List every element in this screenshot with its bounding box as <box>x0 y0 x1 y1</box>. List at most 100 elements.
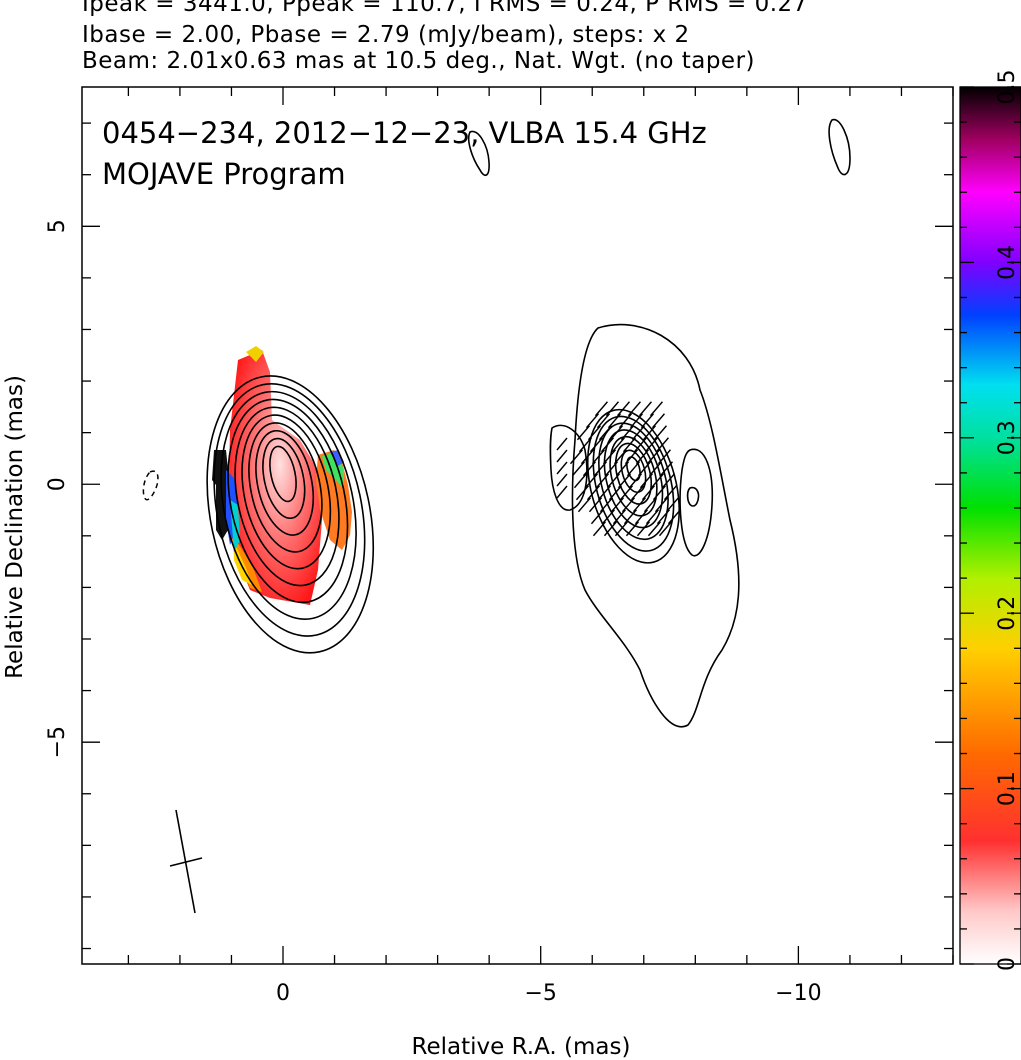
contour-line <box>269 445 297 503</box>
evpa-tick <box>641 485 655 501</box>
colorbar-tick-label: 0.3 <box>995 420 1020 455</box>
contour-line <box>220 390 357 620</box>
evpa-tick <box>604 461 618 477</box>
evpa-tick <box>596 413 610 429</box>
component-inner-lobe <box>549 424 588 511</box>
evpa-tick <box>637 461 651 477</box>
polarization-patch-core-yellow <box>233 540 252 585</box>
evpa-tick <box>644 437 658 453</box>
evpa-tick <box>638 401 652 417</box>
evpa-tick <box>593 461 607 477</box>
contour-line <box>206 375 375 654</box>
evpa-tick <box>582 461 596 477</box>
evpa-tick <box>612 509 626 525</box>
contour-line <box>603 429 664 529</box>
outlying-contour-1 <box>467 130 490 176</box>
evpa-tick <box>587 425 601 441</box>
evpa-tick <box>622 437 636 453</box>
contour-line <box>213 383 366 637</box>
evpa-tick <box>606 473 620 489</box>
evpa-tick <box>623 509 637 525</box>
colorbar-tick-label: 0.5 <box>995 70 1020 105</box>
evpa-tick <box>591 449 605 465</box>
evpa-tick <box>586 485 600 501</box>
evpa-tick <box>649 401 663 417</box>
y-axis-title: Relative Declination (mas) <box>2 375 28 679</box>
colorbar-tick-label: 0.2 <box>995 596 1020 631</box>
evpa-tick <box>631 425 645 441</box>
x-tick-label: −5 <box>524 981 556 1006</box>
evpa-tick <box>556 437 568 451</box>
evpa-tick <box>584 473 598 489</box>
evpa-tick <box>667 509 681 525</box>
evpa-tick <box>599 497 613 513</box>
component-west-lobe <box>679 448 714 557</box>
evpa-tick <box>642 425 656 441</box>
colorbar <box>959 86 1021 965</box>
evpa-tick <box>580 449 594 465</box>
contour-line <box>255 429 315 536</box>
evpa-tick <box>556 449 568 463</box>
evpa-tick <box>624 449 638 465</box>
evpa-tick <box>627 401 641 417</box>
colorbar-tick-labels: 0 0.1 0.2 0.3 0.4 0.5 <box>995 70 1020 972</box>
component-outer-contour <box>571 323 740 728</box>
evpa-tick <box>613 449 627 465</box>
evpa-tick <box>592 521 606 537</box>
evpa-tick <box>601 509 615 525</box>
evpa-tick <box>578 437 592 453</box>
polarization-patch-west-blue <box>330 450 344 466</box>
evpa-tick <box>575 485 589 501</box>
evpa-tick <box>630 485 644 501</box>
evpa-tick <box>602 449 616 465</box>
evpa-tick <box>629 413 643 429</box>
x-axis-title: Relative R.A. (mas) <box>412 1034 631 1060</box>
map-title-line1: 0454−234, 2012−12−23, VLBA 15.4 GHz <box>102 116 707 150</box>
colorbar-ticks <box>960 86 1021 965</box>
evpa-tick <box>663 485 677 501</box>
contour-line <box>227 398 349 604</box>
outlying-contour-2 <box>828 118 851 176</box>
evpa-tick <box>556 461 568 475</box>
evpa-tick <box>573 473 587 489</box>
x-tick-label: 0 <box>276 981 290 1006</box>
x-tick-label: −10 <box>775 981 821 1006</box>
evpa-tick <box>619 485 633 501</box>
contour-line <box>598 422 669 541</box>
evpa-tick <box>607 413 621 429</box>
contour-line <box>614 442 653 505</box>
evpa-tick <box>594 401 608 417</box>
evpa-tick <box>659 461 673 477</box>
evpa-tick <box>621 497 635 513</box>
polarization-patch-core <box>228 350 322 605</box>
y-tick-label: −5 <box>45 726 70 758</box>
evpa-tick <box>655 437 669 453</box>
negative-contour <box>142 470 159 501</box>
evpa-tick <box>632 497 646 513</box>
evpa-tick <box>665 497 679 513</box>
evpa-tick <box>634 509 648 525</box>
axis-tick-labels: 0 −5 −10 5 0 −5 <box>45 219 822 1006</box>
evpa-tick <box>588 497 602 513</box>
evpa-tick <box>589 437 603 453</box>
evpa-tick <box>643 497 657 513</box>
evpa-tick <box>645 509 659 525</box>
evpa-tick <box>635 449 649 465</box>
y-tick-label: 5 <box>45 219 70 233</box>
colorbar-tick-label: 0 <box>995 957 1020 971</box>
evpa-tick <box>569 449 583 465</box>
evpa-tick <box>611 437 625 453</box>
evpa-tick <box>633 437 647 453</box>
axis-ticks <box>82 87 954 964</box>
evpa-tick <box>651 413 665 429</box>
evpa-tick <box>650 473 664 489</box>
evpa-tick <box>600 437 614 453</box>
evpa-tick <box>628 473 642 489</box>
evpa-tick <box>610 497 624 513</box>
contour-line <box>248 422 323 553</box>
evpa-tick <box>598 425 612 441</box>
contour-line <box>592 415 675 552</box>
evpa-tick <box>556 473 568 487</box>
header-base-line: Ibase = 2.00, Pbase = 2.79 (mJy/beam), s… <box>82 22 690 48</box>
